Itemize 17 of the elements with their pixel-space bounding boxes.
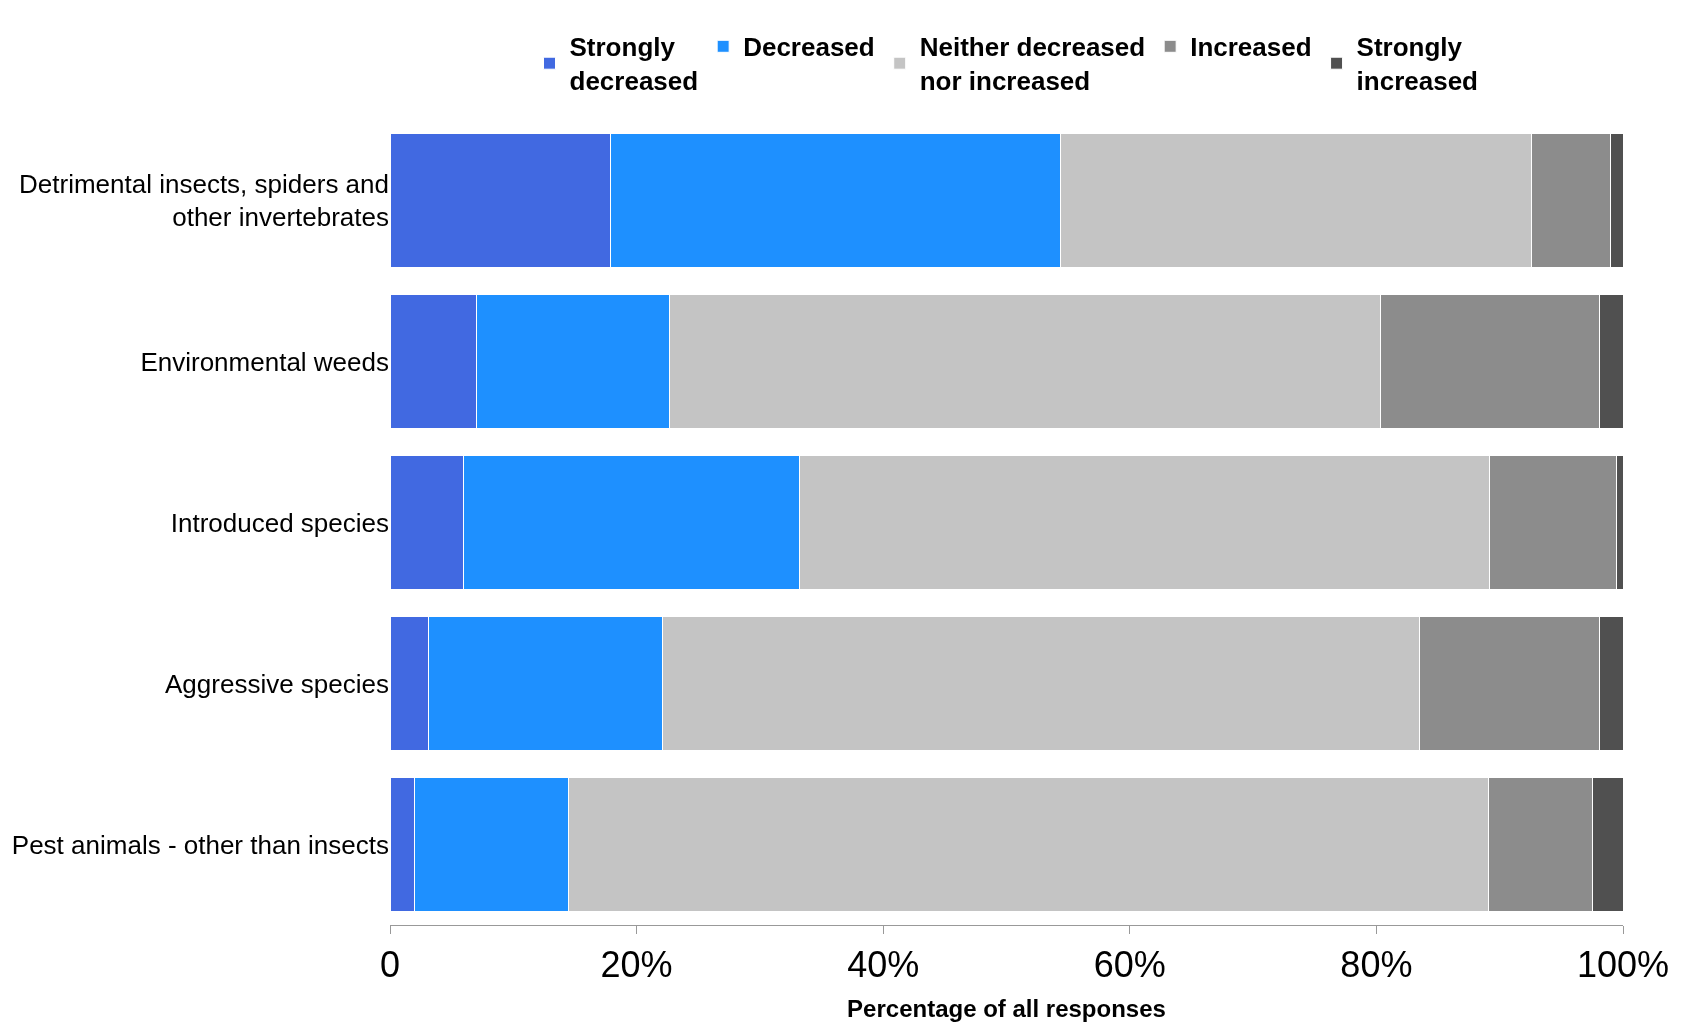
x-tick-label: 40% <box>847 944 920 986</box>
y-tick-label: Pest animals - other than insects <box>11 829 389 860</box>
x-tick-label: 0 <box>379 944 401 986</box>
legend-label: Strongly decreased <box>569 32 699 97</box>
x-tick-label: 20% <box>600 944 673 986</box>
legend-label: Neither decreased nor increased <box>919 32 1146 97</box>
legend-label: Increased <box>1190 32 1312 63</box>
y-tick-label: Detrimental insects, spiders and other invertebrates <box>19 168 389 233</box>
legend-label: Decreased <box>743 32 875 63</box>
x-axis-title: Percentage of all responses <box>847 994 1166 1022</box>
y-tick-label: Aggressive species <box>165 668 389 699</box>
x-tick-label: 100% <box>1576 944 1670 986</box>
legend-label: Strongly increased <box>1356 32 1478 97</box>
y-tick-label: Introduced species <box>170 507 389 538</box>
x-tick-label: 80% <box>1340 944 1413 986</box>
y-tick-label: Environmental weeds <box>140 346 389 377</box>
x-tick-label: 60% <box>1093 944 1166 986</box>
